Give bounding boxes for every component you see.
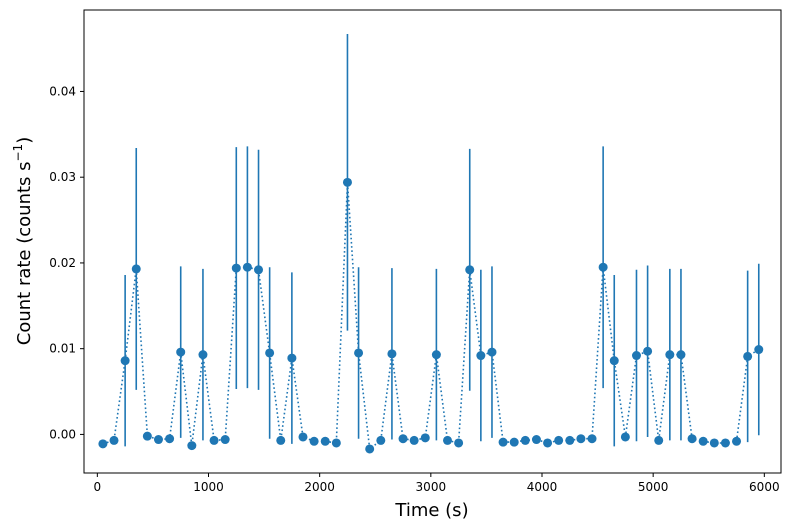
x-tick-label: 2000 bbox=[304, 480, 335, 494]
data-point bbox=[454, 438, 464, 448]
y-tick-label: 0.03 bbox=[49, 170, 76, 184]
data-point bbox=[620, 432, 630, 442]
data-point bbox=[476, 351, 486, 361]
data-point bbox=[654, 435, 664, 445]
data-point bbox=[265, 348, 275, 358]
data-point bbox=[732, 436, 742, 446]
data-point bbox=[609, 356, 619, 366]
data-point bbox=[754, 345, 764, 355]
data-point bbox=[365, 444, 375, 454]
data-point bbox=[720, 438, 730, 448]
data-point bbox=[120, 356, 130, 366]
plot-frame bbox=[83, 9, 782, 474]
y-tick-label: 0.02 bbox=[49, 256, 76, 270]
data-point bbox=[320, 436, 330, 446]
y-tick-label: 0.04 bbox=[49, 84, 76, 98]
data-point bbox=[342, 177, 352, 187]
data-point bbox=[231, 263, 241, 273]
data-point bbox=[176, 347, 186, 357]
x-axis-ticks: 0 1000 2000 3000 4000 5000 6000 bbox=[94, 473, 780, 494]
data-point bbox=[676, 350, 686, 360]
x-tick-label: 0 bbox=[94, 480, 102, 494]
data-point bbox=[743, 351, 753, 361]
data-point bbox=[242, 262, 252, 272]
x-axis-label: Time (s) bbox=[394, 500, 468, 521]
data-point bbox=[709, 438, 719, 448]
data-point bbox=[165, 434, 175, 444]
data-point bbox=[298, 432, 308, 442]
data-point bbox=[631, 351, 641, 361]
data-point bbox=[509, 437, 519, 447]
data-point bbox=[153, 435, 163, 445]
data-point bbox=[409, 435, 419, 445]
data-point bbox=[287, 353, 297, 363]
data-point bbox=[209, 435, 219, 445]
data-point bbox=[98, 439, 108, 449]
data-point bbox=[598, 262, 608, 272]
data-point bbox=[643, 346, 653, 356]
data-point bbox=[187, 441, 197, 451]
series-layer bbox=[98, 34, 764, 454]
y-axis-label: Count rate (counts s−1) bbox=[11, 137, 35, 345]
data-point bbox=[554, 435, 564, 445]
data-point bbox=[354, 348, 364, 358]
data-point bbox=[587, 434, 597, 444]
data-point bbox=[198, 350, 208, 360]
data-point bbox=[498, 437, 508, 447]
series-line bbox=[102, 182, 760, 451]
data-point bbox=[487, 347, 497, 357]
data-point bbox=[142, 431, 152, 441]
data-point bbox=[431, 350, 441, 360]
data-point bbox=[254, 265, 264, 275]
data-point bbox=[665, 350, 675, 360]
x-tick-label: 1000 bbox=[193, 480, 224, 494]
data-point bbox=[698, 436, 708, 446]
data-point bbox=[331, 438, 341, 448]
data-point bbox=[465, 265, 475, 275]
x-tick-label: 4000 bbox=[527, 480, 558, 494]
data-point bbox=[443, 435, 453, 445]
data-point bbox=[131, 264, 141, 274]
data-point bbox=[220, 435, 230, 445]
data-point bbox=[420, 433, 430, 443]
plot-background bbox=[84, 10, 781, 473]
data-point bbox=[109, 435, 119, 445]
data-point bbox=[576, 434, 586, 444]
data-point bbox=[398, 434, 408, 444]
y-tick-label: 0.01 bbox=[49, 342, 76, 356]
data-point bbox=[309, 436, 319, 446]
data-point bbox=[387, 349, 397, 359]
data-point bbox=[531, 435, 541, 445]
y-tick-label: 0.00 bbox=[49, 427, 76, 441]
data-point bbox=[565, 435, 575, 445]
x-tick-label: 3000 bbox=[416, 480, 447, 494]
data-point bbox=[687, 434, 697, 444]
data-point bbox=[520, 435, 530, 445]
data-point bbox=[543, 438, 553, 448]
x-tick-label: 6000 bbox=[749, 480, 780, 494]
data-point bbox=[276, 435, 286, 445]
x-tick-label: 5000 bbox=[638, 480, 669, 494]
data-point bbox=[376, 435, 386, 445]
y-axis-ticks: 0.00 0.01 0.02 0.03 0.04 bbox=[49, 84, 84, 441]
